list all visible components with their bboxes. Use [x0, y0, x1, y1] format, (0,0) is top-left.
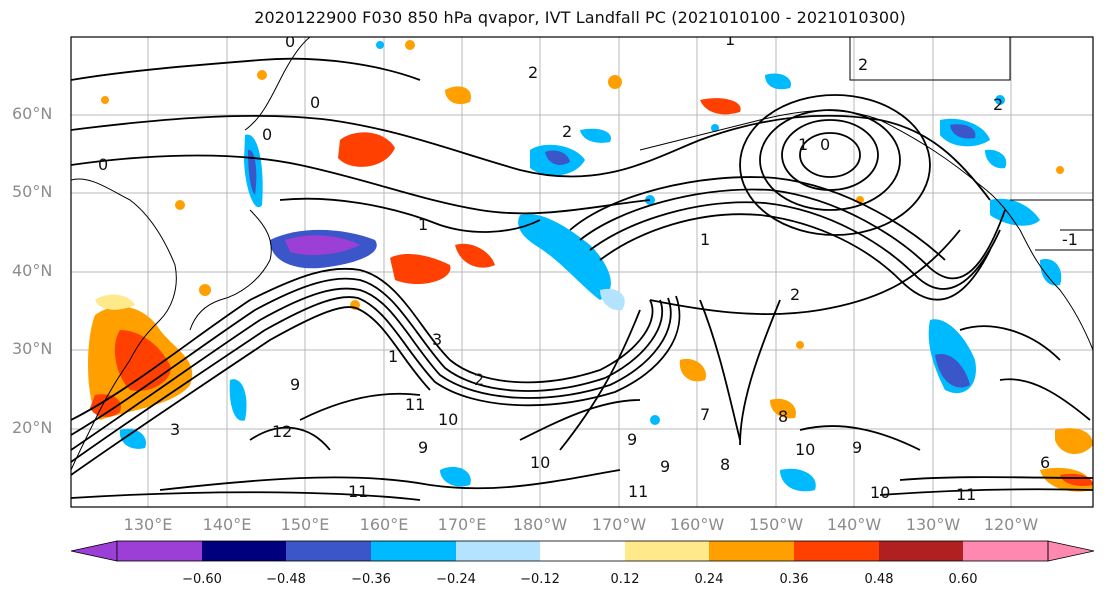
colorbar-cell: [202, 541, 286, 561]
colorbar-cells: [70, 540, 1095, 562]
contour-label: 2: [993, 95, 1003, 114]
contour-label: 6: [1040, 453, 1050, 472]
lat-label: 60°N: [12, 104, 53, 123]
contour-label: 9: [290, 375, 300, 394]
map-title: 2020122900 F030 850 hPa qvapor, IVT Land…: [254, 8, 906, 27]
colorbar-tick-label: −0.60: [182, 572, 222, 587]
map-frame: [70, 36, 1094, 508]
contour-label: 9: [627, 430, 637, 449]
colorbar-tick-label: 0.12: [610, 572, 640, 587]
contour-label: 11: [405, 395, 425, 414]
colorbar-tick-label: −0.12: [520, 572, 560, 587]
colorbar-tick-label: 0.48: [864, 572, 894, 587]
lon-label: 160°E: [359, 515, 409, 534]
contour-label: 0: [98, 155, 108, 174]
colorbar-tick-label: 0.36: [779, 572, 809, 587]
colorbar-frame: [116, 540, 1049, 562]
lat-label: 40°N: [12, 261, 53, 280]
contour-label: 2: [528, 63, 538, 82]
colorbar-cell: [371, 541, 456, 561]
contour-label: 10: [870, 483, 890, 502]
contour-label: 0: [262, 125, 272, 144]
qvapor-shading: [88, 40, 1093, 492]
contour-label: 1: [798, 135, 808, 154]
contour-label: -1: [1062, 230, 1078, 249]
lat-label: 20°N: [12, 418, 53, 437]
contour-label: 1: [418, 215, 428, 234]
contour-label: 0: [285, 32, 295, 51]
lon-label: 150°W: [748, 515, 804, 534]
contour-label: 10: [438, 410, 458, 429]
contour-label: 2: [562, 122, 572, 141]
contour-label: 1: [725, 30, 735, 49]
colorbar-cell: [963, 541, 1048, 561]
colorbar-cell: [117, 541, 202, 561]
lon-label: 160°W: [669, 515, 725, 534]
colorbar-cell: [540, 541, 625, 561]
contour-label: 8: [778, 407, 788, 426]
lon-label: 140°W: [826, 515, 882, 534]
contour-label: 11: [628, 482, 648, 501]
lat-label: 50°N: [12, 182, 53, 201]
colorbar-cell: [456, 541, 540, 561]
colorbar-tick-label: −0.36: [351, 572, 391, 587]
lon-label: 130°W: [905, 515, 961, 534]
contour-label: 9: [418, 438, 428, 457]
contour-label: 9: [660, 457, 670, 476]
colorbar-tick-label: −0.48: [266, 572, 306, 587]
colorbar-cell: [879, 541, 963, 561]
contour-label: 0: [310, 93, 320, 112]
contour-label: 12: [272, 422, 292, 441]
contour-label: 3: [170, 420, 180, 439]
contour-label: 1: [388, 347, 398, 366]
colorbar-cell: [709, 541, 794, 561]
colorbar-extend-max: [1047, 540, 1095, 562]
contour-label: 2: [474, 370, 484, 389]
colorbar-extend-min: [70, 540, 118, 562]
contour-label: 1: [700, 230, 710, 249]
lon-label: 180°W: [512, 515, 568, 534]
lon-label: 140°E: [202, 515, 252, 534]
colorbar-cell: [625, 541, 709, 561]
lon-label: 120°W: [983, 515, 1039, 534]
contour-label: 11: [348, 482, 368, 501]
contour-label: 9: [852, 438, 862, 457]
contour-label: 0: [820, 135, 830, 154]
coastlines: [71, 37, 1093, 471]
colorbar-tick-label: 0.24: [694, 572, 724, 587]
colorbar-cell: [286, 541, 371, 561]
colorbar-tick-label: −0.24: [436, 572, 476, 587]
contour-label: 2: [858, 55, 868, 74]
contour-label: 8: [720, 455, 730, 474]
map-panel: 0 0 0 0 1 2 2 2 1 0 1 1 2 2 -1 3 1 2 9 1…: [70, 30, 1094, 508]
lat-label: 30°N: [12, 339, 53, 358]
contour-label: 10: [795, 440, 815, 459]
contour-label: 2: [790, 285, 800, 304]
contour-label-layer: 0 0 0 0 1 2 2 2 1 0 1 1 2 2 -1 3 1 2 9 1…: [98, 30, 1078, 504]
lon-label: 150°E: [280, 515, 330, 534]
ivt-contours: [71, 57, 1093, 501]
colorbar-tick-label: 0.60: [948, 572, 978, 587]
contour-label: 3: [432, 330, 442, 349]
contour-label: 11: [956, 485, 976, 504]
colorbar-cell: [794, 541, 879, 561]
lon-label: 130°E: [123, 515, 173, 534]
contour-label: 10: [530, 453, 550, 472]
graticule: [71, 37, 1093, 507]
lon-label: 170°E: [437, 515, 487, 534]
lon-label: 170°W: [591, 515, 647, 534]
contour-label: 7: [700, 405, 710, 424]
